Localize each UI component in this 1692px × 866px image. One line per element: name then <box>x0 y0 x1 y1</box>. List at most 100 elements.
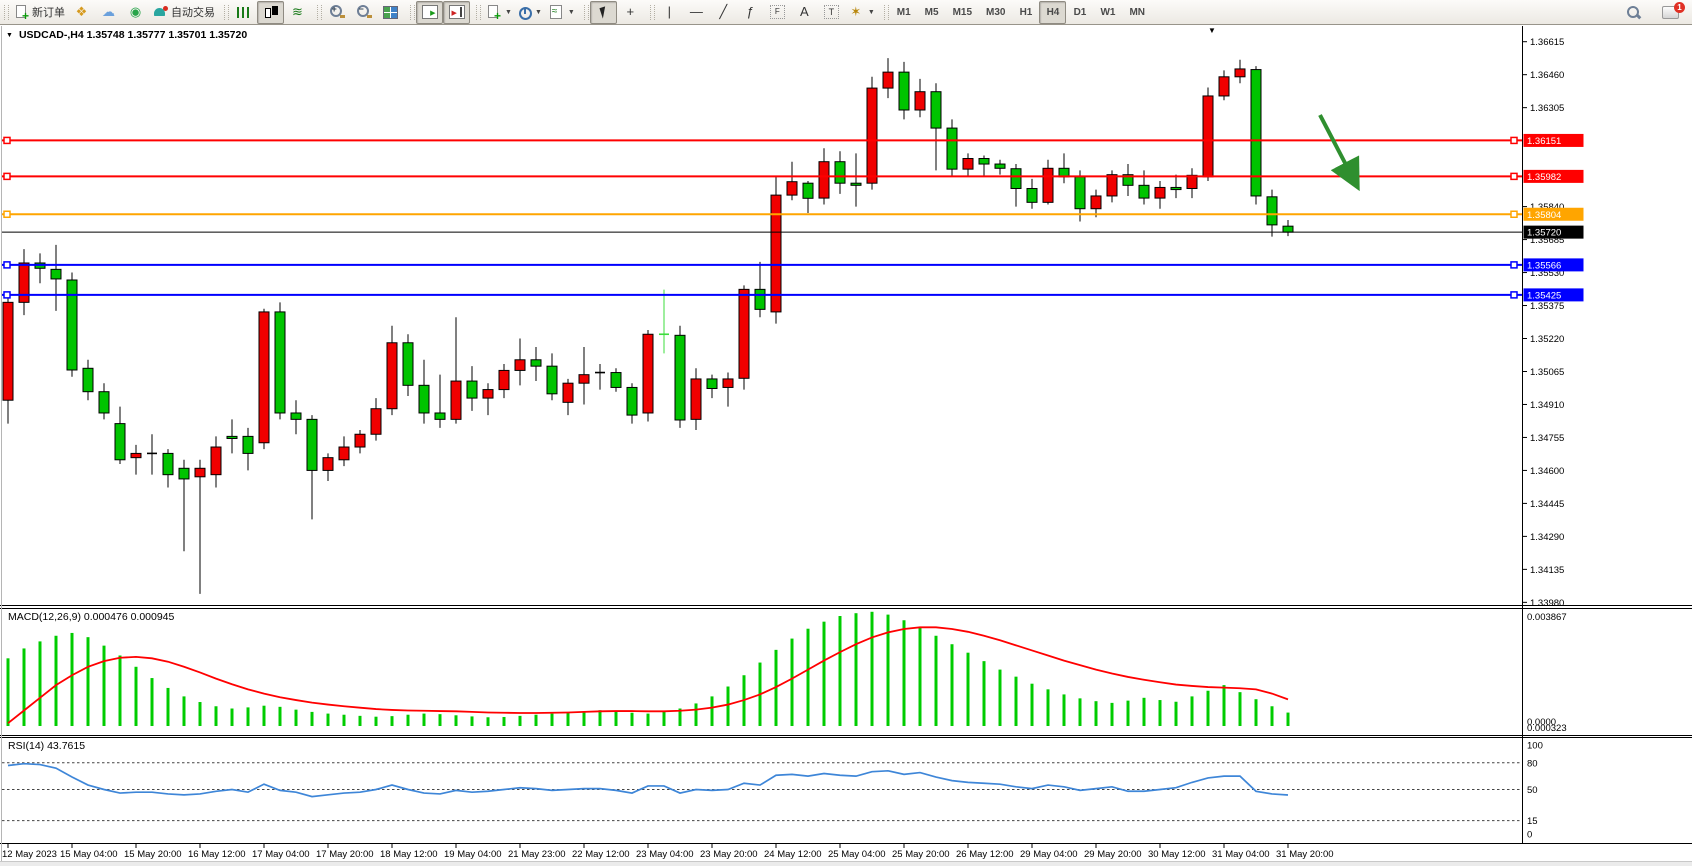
tf-m1-button[interactable]: M1 <box>890 1 918 24</box>
charts-popup-button[interactable]: ❖ <box>68 1 95 24</box>
one-click-trading-arrow-icon[interactable]: ▼ <box>1208 26 1216 35</box>
macd-histogram-bar <box>550 713 554 726</box>
macd-indicator-label: MACD(12,26,9) 0.000476 0.000945 <box>8 611 175 623</box>
candle-body <box>386 342 398 410</box>
tile-windows-button[interactable] <box>377 1 404 24</box>
tf-m5-button[interactable]: M5 <box>918 1 946 24</box>
macd-histogram-bar <box>294 709 298 726</box>
text-button[interactable]: A <box>791 1 818 24</box>
templates-button-dropdown-icon[interactable]: ▼ <box>567 8 575 16</box>
cursor-button[interactable] <box>589 0 617 24</box>
symbol-dropdown-icon[interactable]: ▼ <box>6 31 13 39</box>
tf-mn-button[interactable]: MN <box>1122 1 1152 24</box>
macd-histogram-bar <box>326 713 330 726</box>
price-tick-label: 1.34135 <box>1530 565 1564 576</box>
templates-icon <box>548 4 564 20</box>
window-left-edge <box>1 26 2 861</box>
new-order-icon <box>13 4 29 23</box>
grid-button[interactable]: F <box>764 1 791 24</box>
auto-trading-button[interactable]: 自动交易 <box>149 1 218 24</box>
hline-handle[interactable] <box>1510 210 1518 219</box>
periods-button[interactable]: ▼ <box>515 1 545 24</box>
arrows-button-dropdown-icon[interactable]: ▼ <box>867 8 875 16</box>
hline-handle[interactable] <box>3 136 11 145</box>
candle-body <box>1154 186 1166 199</box>
hline-handle[interactable] <box>3 291 11 299</box>
macd-histogram-bar <box>102 645 106 726</box>
zoom-in-button[interactable] <box>323 1 350 24</box>
tf-m30-button-label: M30 <box>986 6 1006 18</box>
candle-body <box>562 382 574 403</box>
toolbar-group-pointer: + <box>582 0 648 25</box>
candle-body <box>706 378 718 390</box>
toolbar-group-timeframes: M1 M5 M15 M30 H1 H4 D1 W1 MN <box>882 0 1156 25</box>
zoom-out-button[interactable] <box>350 1 377 24</box>
tf-h4-button[interactable]: H4 <box>1039 0 1067 24</box>
signals-icon: ◉ <box>129 4 142 19</box>
new-order-button[interactable]: 新订单 <box>10 1 68 24</box>
candlestick-chart-button[interactable] <box>257 0 284 24</box>
search-icon <box>1626 5 1642 21</box>
price-tick-label: 1.36460 <box>1530 70 1564 81</box>
time-label: 31 May 04:00 <box>1212 849 1270 860</box>
price-tag-label: 1.35982 <box>1527 172 1561 183</box>
hline-handle[interactable] <box>3 172 11 181</box>
candle-body <box>1202 95 1214 178</box>
hline-handle[interactable] <box>1510 136 1518 145</box>
vertical-line-button[interactable]: | <box>656 1 683 24</box>
time-label: 15 May 20:00 <box>124 849 182 860</box>
hline-handle[interactable] <box>1510 291 1518 299</box>
auto-scroll-button[interactable] <box>416 0 443 24</box>
search-button[interactable] <box>1620 1 1647 24</box>
rsi-line <box>7 762 1289 798</box>
hline-handle[interactable] <box>1510 172 1518 181</box>
hline-handle[interactable] <box>1510 261 1518 269</box>
time-label: 15 May 04:00 <box>60 849 118 860</box>
candle-body <box>18 262 30 303</box>
macd-histogram-bar <box>678 708 682 726</box>
candle-body <box>850 182 862 186</box>
crosshair-button[interactable]: + <box>617 1 644 24</box>
tf-m15-button[interactable]: M15 <box>946 1 979 24</box>
arrows-icon: ✶ <box>850 4 862 19</box>
line-chart-button[interactable]: ≋ <box>284 1 311 24</box>
macd-histogram-bar <box>1270 706 1274 726</box>
tf-w1-button[interactable]: W1 <box>1093 1 1122 24</box>
candle-body <box>1266 196 1278 226</box>
trendline-button[interactable]: ╱ <box>710 1 737 24</box>
tf-h1-button[interactable]: H1 <box>1012 1 1039 24</box>
price-tag <box>1523 207 1584 221</box>
chart-shift-button[interactable] <box>443 0 470 24</box>
horizontal-line-button[interactable]: — <box>683 1 710 24</box>
macd-histogram-bar <box>230 708 234 726</box>
candle-body <box>514 359 526 371</box>
tf-m5-button-label: M5 <box>924 6 939 18</box>
arrows-button[interactable]: ✶ ▼ <box>845 1 878 24</box>
macd-histogram-bar <box>1158 700 1162 726</box>
toolbar-group-draw: | — ╱ ƒ F A T ✶ ▼ <box>648 0 882 25</box>
templates-button[interactable]: ▼ <box>545 1 578 24</box>
text-label-button[interactable]: T <box>818 1 845 24</box>
tf-mn-button-label: MN <box>1129 6 1146 18</box>
time-label: 31 May 20:00 <box>1276 849 1334 860</box>
profile-button[interactable]: ☁ <box>95 1 122 24</box>
candle-body <box>1090 195 1102 210</box>
bar-chart-button[interactable] <box>230 1 257 24</box>
time-axis[interactable]: 12 May 2023 15 May 04:00 15 May 20:00 16 Ma… <box>2 843 1334 860</box>
candle-body <box>754 288 766 310</box>
chat-button[interactable]: 1 <box>1657 1 1685 24</box>
indicators-button[interactable]: ▼ <box>482 1 515 24</box>
periods-button-dropdown-icon[interactable]: ▼ <box>534 8 542 16</box>
tf-m30-button[interactable]: M30 <box>979 1 1012 24</box>
candle-body <box>818 161 830 199</box>
hline-handle[interactable] <box>3 261 11 269</box>
indicators-button-dropdown-icon[interactable]: ▼ <box>505 8 512 16</box>
zoom-in-icon <box>328 4 345 20</box>
tf-d1-button[interactable]: D1 <box>1066 1 1093 24</box>
signals-button[interactable]: ◉ <box>122 1 149 24</box>
arrow-annotation[interactable] <box>1318 114 1360 192</box>
fibonacci-button[interactable]: ƒ <box>737 1 764 24</box>
macd-histogram-bar <box>86 637 90 726</box>
candle-body <box>2 301 14 401</box>
hline-handle[interactable] <box>3 210 11 219</box>
